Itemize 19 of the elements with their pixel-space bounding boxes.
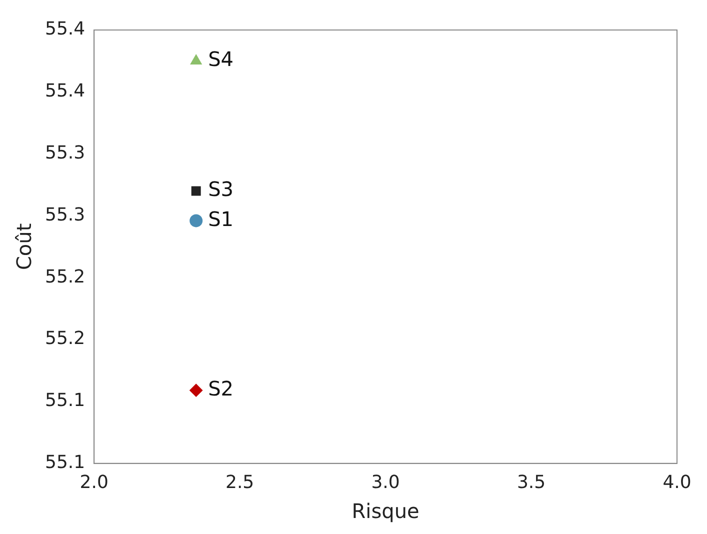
x-tick-label: 2.0 xyxy=(80,472,108,493)
series-label: S4 xyxy=(208,47,234,72)
series-label: S2 xyxy=(208,376,234,401)
x-axis-title: Risque xyxy=(352,499,420,524)
y-tick-label: 55.1 xyxy=(45,452,86,474)
x-tick-label: 4.0 xyxy=(662,472,692,493)
y-tick-label: 55.1 xyxy=(45,390,86,412)
x-tick-label: 3.5 xyxy=(516,472,546,493)
y-tick-label: 55.2 xyxy=(45,266,86,288)
y-tick-label: 55.4 xyxy=(45,18,86,40)
y-axis-title: Coût xyxy=(12,223,36,270)
y-tick-label: 55.3 xyxy=(45,142,86,164)
x-tick-label: 2.5 xyxy=(225,472,254,493)
y-tick-label: 55.4 xyxy=(45,80,86,102)
series-label: S3 xyxy=(208,177,234,202)
series-label: S1 xyxy=(208,206,234,231)
x-tick-label: 3.0 xyxy=(371,472,400,493)
y-tick-label: 55.2 xyxy=(45,328,86,350)
y-tick-label: 55.3 xyxy=(45,204,86,226)
